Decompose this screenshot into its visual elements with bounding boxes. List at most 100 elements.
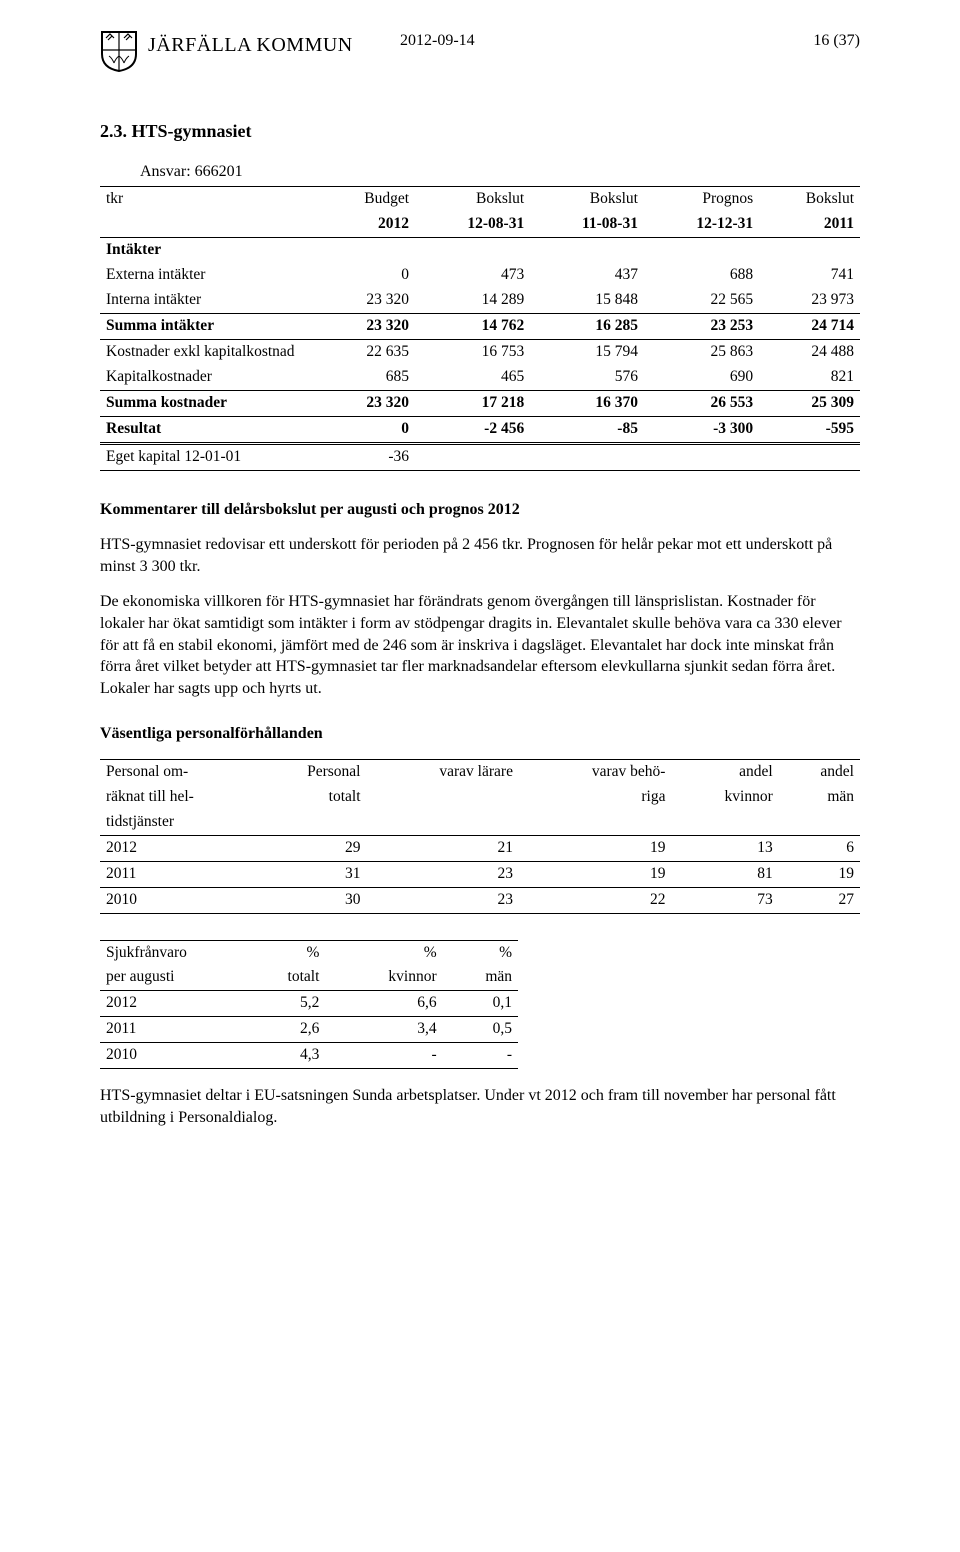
personal-cell: 23 — [367, 887, 519, 913]
personal-col — [519, 810, 672, 835]
sjuk-cell: - — [443, 1043, 518, 1069]
personal-col — [250, 810, 367, 835]
comments-heading: Kommentarer till delårsbokslut per augus… — [100, 499, 860, 521]
header-page: 16 (37) — [813, 30, 860, 52]
personal-cell: 19 — [779, 861, 860, 887]
header-date: 2012-09-14 — [400, 30, 475, 52]
personal-head-row: Personal om- Personal varav lärare varav… — [100, 759, 860, 784]
sjuk-head-row: per augusti totalt kvinnor män — [100, 965, 518, 990]
fin-cell: 23 253 — [644, 314, 759, 340]
fin-cell: 23 320 — [320, 314, 415, 340]
fin-cell: -85 — [530, 416, 644, 443]
personal-head-row: tidstjänster — [100, 810, 860, 835]
personal-col: män — [779, 785, 860, 810]
fin-cell — [530, 443, 644, 470]
sjuk-col: totalt — [240, 965, 325, 990]
fin-row-label: Summa intäkter — [100, 314, 320, 340]
fin-cell: 14 289 — [415, 288, 530, 313]
fin-cell: 821 — [759, 365, 860, 390]
personal-col: kvinnor — [671, 785, 778, 810]
fin-row-label: Intäkter — [100, 238, 320, 263]
fin-cell: 16 285 — [530, 314, 644, 340]
fin-row: Kapitalkostnader685465576690821 — [100, 365, 860, 390]
fin-cell: 437 — [530, 263, 644, 288]
fin-cell: 465 — [415, 365, 530, 390]
fin-head-row1: tkr Budget Bokslut Bokslut Prognos Boksl… — [100, 187, 860, 212]
fin-row: Interna intäkter23 32014 28915 84822 565… — [100, 288, 860, 313]
personal-cell: 27 — [779, 887, 860, 913]
personal-row: 2012292119136 — [100, 835, 860, 861]
sjuk-col: kvinnor — [325, 965, 442, 990]
page-header: JÄRFÄLLA KOMMUN 2012-09-14 16 (37) — [100, 30, 860, 79]
personal-col: tidstjänster — [100, 810, 250, 835]
fin-row-label: Interna intäkter — [100, 288, 320, 313]
fin-cell: 15 794 — [530, 340, 644, 365]
personal-cell: 6 — [779, 835, 860, 861]
fin-cell: 26 553 — [644, 390, 759, 416]
section-title: 2.3. HTS-gymnasiet — [100, 119, 860, 143]
fin-cell — [320, 238, 415, 263]
fin-row: Externa intäkter0473437688741 — [100, 263, 860, 288]
fin-cell: 25 309 — [759, 390, 860, 416]
personal-col — [367, 785, 519, 810]
fin-cell: 22 565 — [644, 288, 759, 313]
sjuk-row: 20125,26,60,1 — [100, 991, 518, 1017]
personal-cell: 19 — [519, 861, 672, 887]
sjuk-cell: 5,2 — [240, 991, 325, 1017]
personal-cell: 21 — [367, 835, 519, 861]
fin-col: Bokslut — [415, 187, 530, 212]
fin-col: 2012 — [320, 212, 415, 237]
personal-col — [779, 810, 860, 835]
sjuk-col: % — [443, 940, 518, 965]
personal-col: varav behö- — [519, 759, 672, 784]
personal-cell: 30 — [250, 887, 367, 913]
sjuk-cell: 2,6 — [240, 1017, 325, 1043]
fin-col: 12-12-31 — [644, 212, 759, 237]
fin-cell — [644, 238, 759, 263]
personal-col: Personal — [250, 759, 367, 784]
sjuk-row: 20112,63,40,5 — [100, 1017, 518, 1043]
fin-cell: 23 320 — [320, 390, 415, 416]
personal-cell: 23 — [367, 861, 519, 887]
personal-col: andel — [671, 759, 778, 784]
fin-row-label: Eget kapital 12-01-01 — [100, 443, 320, 470]
personal-cell: 13 — [671, 835, 778, 861]
fin-cell: 688 — [644, 263, 759, 288]
sjuk-col: Sjukfrånvaro — [100, 940, 240, 965]
personal-col: räknat till hel- — [100, 785, 250, 810]
fin-row-label: Kapitalkostnader — [100, 365, 320, 390]
fin-row: Eget kapital 12-01-01-36 — [100, 443, 860, 470]
fin-row: Resultat0-2 456-85-3 300-595 — [100, 416, 860, 443]
fin-cell: -2 456 — [415, 416, 530, 443]
fin-col: 12-08-31 — [415, 212, 530, 237]
personal-year: 2012 — [100, 835, 250, 861]
fin-row-label: Resultat — [100, 416, 320, 443]
fin-col: 2011 — [759, 212, 860, 237]
sjuk-cell: - — [325, 1043, 442, 1069]
personal-cell: 31 — [250, 861, 367, 887]
fin-row: Summa kostnader23 32017 21816 37026 5532… — [100, 390, 860, 416]
fin-cell: 741 — [759, 263, 860, 288]
financial-table: tkr Budget Bokslut Bokslut Prognos Boksl… — [100, 186, 860, 470]
fin-row: Summa intäkter23 32014 76216 28523 25324… — [100, 314, 860, 340]
sjuk-head-row: Sjukfrånvaro % % % — [100, 940, 518, 965]
fin-cell — [415, 443, 530, 470]
fin-col — [100, 212, 320, 237]
personal-cell: 19 — [519, 835, 672, 861]
sjuk-year: 2012 — [100, 991, 240, 1017]
fin-col: Prognos — [644, 187, 759, 212]
fin-cell: 0 — [320, 263, 415, 288]
ansvar-line: Ansvar: 666201 — [140, 161, 860, 183]
personal-row: 20113123198119 — [100, 861, 860, 887]
fin-cell: 14 762 — [415, 314, 530, 340]
sjuk-cell: 0,5 — [443, 1017, 518, 1043]
personal-cell: 29 — [250, 835, 367, 861]
sjuk-col: per augusti — [100, 965, 240, 990]
fin-cell — [415, 238, 530, 263]
personal-table: Personal om- Personal varav lärare varav… — [100, 759, 860, 914]
personal-col: Personal om- — [100, 759, 250, 784]
sjuk-table: Sjukfrånvaro % % % per augusti totalt kv… — [100, 940, 518, 1070]
fin-cell: 685 — [320, 365, 415, 390]
fin-cell: 0 — [320, 416, 415, 443]
fin-row: Kostnader exkl kapitalkostnad22 63516 75… — [100, 340, 860, 365]
